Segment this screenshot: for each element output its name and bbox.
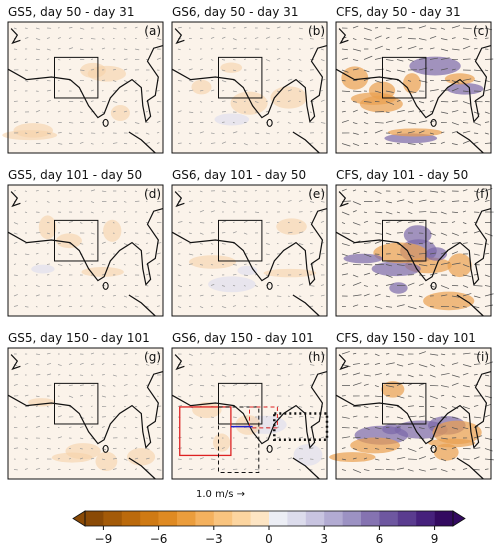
panel-label: (d) [144, 187, 161, 201]
colorbar-bin [306, 511, 325, 526]
colorbar-bin [232, 511, 251, 526]
shading [65, 443, 100, 459]
colorbar-tick-label: 0 [265, 532, 273, 546]
map-panel [329, 348, 494, 479]
colorbar-bin [251, 511, 270, 526]
wind-vector [244, 59, 246, 60]
colorbar-tick-label: −9 [95, 532, 113, 546]
panel-title: CFS, day 150 - day 101 [336, 331, 476, 345]
wind-vector [135, 90, 137, 91]
shading [88, 66, 126, 82]
colorbar-bin [214, 511, 233, 526]
wind-vector [299, 396, 301, 397]
panel-bg [8, 185, 163, 316]
colorbar-bin [287, 511, 306, 526]
shading [2, 130, 57, 140]
colorbar-tick-label: 3 [320, 532, 328, 546]
shading [215, 113, 250, 125]
reference-vector: 1.0 m/s → [196, 489, 245, 500]
colorbar-bin [269, 511, 288, 526]
shading [220, 63, 242, 73]
colorbar-bin [140, 511, 159, 526]
colorbar-bin [343, 511, 362, 526]
wind-vector [58, 69, 60, 70]
panel-label: (i) [476, 350, 489, 364]
map-panel [8, 348, 163, 479]
colorbar-bin [159, 511, 178, 526]
shading [208, 276, 256, 292]
shading [294, 444, 323, 466]
wind-vector [430, 243, 433, 244]
shading [270, 86, 307, 108]
map-panel [172, 185, 327, 316]
panel-label: (e) [308, 187, 325, 201]
panel-title: GS5, day 50 - day 31 [8, 5, 134, 19]
panel-label: (f) [475, 187, 489, 201]
colorbar-bin [361, 511, 380, 526]
panel-title: GS6, day 50 - day 31 [172, 5, 298, 19]
panel-title: GS5, day 150 - day 101 [8, 331, 150, 345]
colorbar-tick-label: −6 [150, 532, 168, 546]
colorbar-bin [122, 511, 141, 526]
map-panel [172, 348, 327, 479]
colorbar-bin [435, 511, 454, 526]
colorbar-bin [177, 511, 196, 526]
map-panel [172, 22, 327, 153]
shading [127, 448, 155, 465]
shading [103, 220, 121, 242]
shading [189, 255, 236, 269]
shading [213, 434, 230, 452]
colorbar-tick-label: 9 [431, 532, 439, 546]
shading [111, 105, 130, 121]
colorbar-tick-label: 6 [376, 532, 384, 546]
colorbar-tick-label: −3 [205, 532, 223, 546]
shading [403, 73, 421, 93]
shading [432, 421, 481, 445]
shading [388, 128, 443, 136]
colorbar-bin [324, 511, 343, 526]
map-panel [8, 185, 163, 316]
colorbar-bin [195, 511, 214, 526]
panel-label: (b) [308, 24, 325, 38]
map-panel [2, 22, 163, 153]
panel-bg [172, 185, 327, 316]
colorbar-bin [416, 511, 435, 526]
shading [350, 437, 400, 453]
panel-label: (c) [473, 24, 489, 38]
shading [39, 215, 56, 239]
colorbar-extend [73, 511, 85, 526]
wind-vector [299, 191, 301, 192]
colorbar-bin [379, 511, 398, 526]
wind-vector [255, 69, 257, 70]
wind-vector [255, 274, 257, 275]
shading [343, 254, 382, 264]
panel-title: CFS, day 101 - day 50 [336, 168, 468, 182]
panel-title: GS6, day 150 - day 101 [172, 331, 314, 345]
panel-label: (g) [144, 350, 161, 364]
map-panel [336, 22, 493, 153]
shading [235, 415, 260, 435]
colorbar-extend [453, 511, 465, 526]
panel-label: (h) [308, 350, 325, 364]
colorbar-bin [85, 511, 104, 526]
panel-title: CFS, day 50 - day 31 [336, 5, 461, 19]
colorbar-bin [103, 511, 122, 526]
colorbar-bin [398, 511, 417, 526]
wind-vector [288, 190, 290, 191]
shading [31, 265, 54, 274]
panel-label: (a) [144, 24, 161, 38]
map-panel [336, 185, 494, 316]
panel-title: GS5, day 101 - day 50 [8, 168, 142, 182]
shading [191, 80, 211, 95]
panel-title: GS6, day 101 - day 50 [172, 168, 306, 182]
